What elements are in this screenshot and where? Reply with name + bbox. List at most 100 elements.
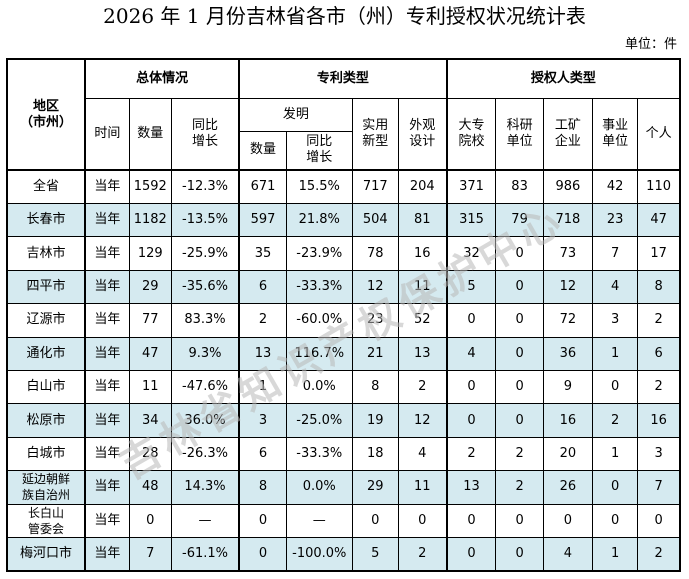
cell-utility: 717 — [352, 170, 398, 203]
cell-research: 2 — [496, 437, 543, 470]
cell-institution: 1 — [593, 437, 638, 470]
table-row: 梅河口市当年7-61.1%0-100.0%5200412 — [7, 537, 680, 571]
cell-individual: 2 — [638, 370, 680, 403]
cell-invention-yoy: -25.0% — [286, 404, 352, 437]
cell-region: 吉林市 — [7, 237, 85, 270]
cell-university: 0 — [447, 404, 496, 437]
cell-research: 0 — [496, 337, 543, 370]
cell-university: 0 — [447, 504, 496, 537]
cell-design: 0 — [398, 504, 446, 537]
cell-invention-yoy: 116.7% — [286, 337, 352, 370]
header-individual: 个人 — [638, 98, 680, 170]
cell-invention-count: 6 — [239, 437, 286, 470]
cell-yoy: 9.3% — [171, 337, 239, 370]
table-row: 通化市当年479.3%13116.7%2113403616 — [7, 337, 680, 370]
cell-invention-count: 3 — [239, 404, 286, 437]
cell-region: 四平市 — [7, 270, 85, 303]
cell-research: 0 — [496, 370, 543, 403]
cell-research: 0 — [496, 270, 543, 303]
patent-grant-table: 地区（市州） 总体情况 专利类型 授权人类型 时间 数量 同比增长 发明 实用新… — [6, 58, 681, 572]
table-row: 白城市当年28-26.3%6-33.3%184222013 — [7, 437, 680, 470]
cell-utility: 29 — [352, 471, 398, 504]
cell-enterprise: 36 — [543, 337, 592, 370]
cell-count: 48 — [129, 471, 171, 504]
cell-region: 延边朝鲜族自治州 — [7, 471, 85, 504]
cell-invention-yoy: -100.0% — [286, 537, 352, 571]
cell-institution: 0 — [593, 504, 638, 537]
cell-yoy: -26.3% — [171, 437, 239, 470]
header-research: 科研单位 — [496, 98, 543, 170]
cell-region: 通化市 — [7, 337, 85, 370]
cell-enterprise: 4 — [543, 537, 592, 571]
cell-institution: 0 — [593, 471, 638, 504]
cell-count: 29 — [129, 270, 171, 303]
cell-count: 1182 — [129, 203, 171, 236]
header-region: 地区（市州） — [7, 59, 85, 170]
cell-enterprise: 16 — [543, 404, 592, 437]
cell-yoy: -12.3% — [171, 170, 239, 203]
cell-region: 长春市 — [7, 203, 85, 236]
table-row: 白山市当年11-47.6%10.0%8200902 — [7, 370, 680, 403]
cell-time: 当年 — [85, 270, 129, 303]
table-row: 延边朝鲜族自治州当年4814.3%80.0%29111322607 — [7, 471, 680, 504]
cell-university: 4 — [447, 337, 496, 370]
cell-invention-yoy: — — [286, 504, 352, 537]
cell-individual: 2 — [638, 304, 680, 337]
cell-invention-count: 13 — [239, 337, 286, 370]
header-patent-type: 专利类型 — [239, 59, 447, 98]
cell-utility: 19 — [352, 404, 398, 437]
cell-region: 辽源市 — [7, 304, 85, 337]
cell-utility: 18 — [352, 437, 398, 470]
header-invention: 发明 — [239, 98, 352, 131]
cell-utility: 0 — [352, 504, 398, 537]
cell-time: 当年 — [85, 170, 129, 203]
cell-time: 当年 — [85, 404, 129, 437]
cell-research: 0 — [496, 504, 543, 537]
cell-region: 白城市 — [7, 437, 85, 470]
table-row: 长白山管委会当年0—0—0000000 — [7, 504, 680, 537]
cell-enterprise: 72 — [543, 304, 592, 337]
cell-time: 当年 — [85, 537, 129, 571]
cell-enterprise: 718 — [543, 203, 592, 236]
cell-count: 77 — [129, 304, 171, 337]
table-row: 长春市当年1182-13.5%59721.8%50481315797182347 — [7, 203, 680, 236]
cell-region: 长白山管委会 — [7, 504, 85, 537]
cell-time: 当年 — [85, 304, 129, 337]
cell-design: 12 — [398, 404, 446, 437]
cell-region: 松原市 — [7, 404, 85, 437]
cell-time: 当年 — [85, 203, 129, 236]
cell-university: 315 — [447, 203, 496, 236]
cell-university: 0 — [447, 537, 496, 571]
cell-yoy: — — [171, 504, 239, 537]
cell-design: 11 — [398, 270, 446, 303]
cell-yoy: 14.3% — [171, 471, 239, 504]
cell-research: 0 — [496, 404, 543, 437]
table-row: 全省当年1592-12.3%67115.5%717204371839864211… — [7, 170, 680, 203]
header-enterprise: 工矿企业 — [543, 98, 592, 170]
cell-time: 当年 — [85, 370, 129, 403]
cell-individual: 6 — [638, 337, 680, 370]
cell-institution: 4 — [593, 270, 638, 303]
cell-yoy: -61.1% — [171, 537, 239, 571]
cell-institution: 23 — [593, 203, 638, 236]
cell-utility: 504 — [352, 203, 398, 236]
cell-design: 52 — [398, 304, 446, 337]
cell-research: 79 — [496, 203, 543, 236]
cell-count: 34 — [129, 404, 171, 437]
cell-utility: 21 — [352, 337, 398, 370]
cell-time: 当年 — [85, 337, 129, 370]
table-row: 四平市当年29-35.6%6-33.3%1211501248 — [7, 270, 680, 303]
cell-region: 梅河口市 — [7, 537, 85, 571]
cell-yoy: -47.6% — [171, 370, 239, 403]
cell-utility: 12 — [352, 270, 398, 303]
cell-yoy: 83.3% — [171, 304, 239, 337]
cell-institution: 7 — [593, 237, 638, 270]
cell-utility: 5 — [352, 537, 398, 571]
cell-individual: 8 — [638, 270, 680, 303]
cell-university: 13 — [447, 471, 496, 504]
cell-design: 204 — [398, 170, 446, 203]
cell-invention-count: 597 — [239, 203, 286, 236]
cell-enterprise: 26 — [543, 471, 592, 504]
cell-institution: 1 — [593, 337, 638, 370]
cell-utility: 78 — [352, 237, 398, 270]
